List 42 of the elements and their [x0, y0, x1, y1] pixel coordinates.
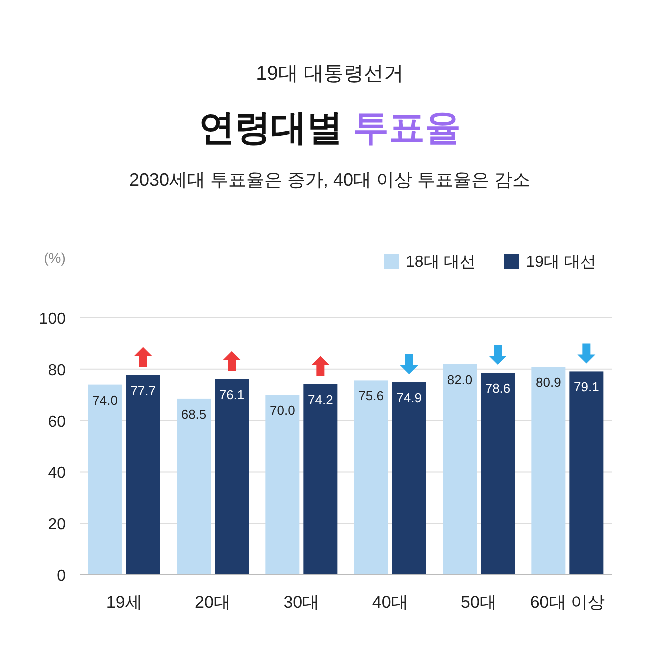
x-tick-label: 20대 [195, 593, 231, 612]
data-label: 75.6 [358, 388, 384, 404]
bar [304, 384, 338, 575]
data-label: 74.2 [308, 392, 334, 408]
data-label: 74.0 [92, 392, 118, 408]
bar [570, 372, 604, 575]
bar [354, 380, 388, 575]
x-tick-label: 40대 [372, 593, 408, 612]
data-label: 76.1 [219, 387, 245, 402]
bar [177, 398, 211, 575]
legend-label: 19대 대선 [526, 254, 596, 271]
text: 19대 대통령선거 [256, 63, 404, 85]
chart-title: 연령대별 투표율 [198, 107, 462, 148]
legend-label: 18대 대선 [406, 254, 476, 271]
bar [443, 364, 477, 575]
y-tick-label: 60 [48, 414, 66, 431]
x-tick-label: 60대 이상 [530, 593, 605, 612]
data-label: 78.6 [485, 381, 511, 396]
chart-subtitle: 2030세대 투표율은 증가, 40대 이상 투표율은 감소 [129, 170, 531, 190]
bar [215, 379, 249, 575]
x-tick-label: 19세 [106, 593, 142, 612]
y-tick-label: 80 [48, 362, 66, 380]
data-label: 82.0 [447, 372, 473, 388]
x-tick-label: 30대 [284, 593, 320, 612]
data-label: 77.7 [130, 383, 156, 398]
x-tick-label: 50대 [461, 593, 497, 612]
y-tick-label: 20 [48, 516, 66, 534]
bar [88, 384, 122, 575]
y-tick-label: 40 [48, 465, 66, 482]
data-label: 74.9 [396, 390, 422, 406]
data-label: 80.9 [536, 375, 562, 390]
y-tick-label: 100 [39, 311, 66, 328]
data-label: 79.1 [574, 380, 600, 395]
y-tick-label: 0 [57, 568, 66, 585]
bar [532, 367, 566, 575]
data-label: 70.0 [270, 403, 296, 418]
bar [392, 382, 426, 575]
bar [481, 373, 515, 575]
y-axis-title: (%) [44, 250, 66, 266]
data-label: 68.5 [181, 406, 207, 422]
bar [126, 375, 160, 575]
bar [266, 395, 300, 575]
